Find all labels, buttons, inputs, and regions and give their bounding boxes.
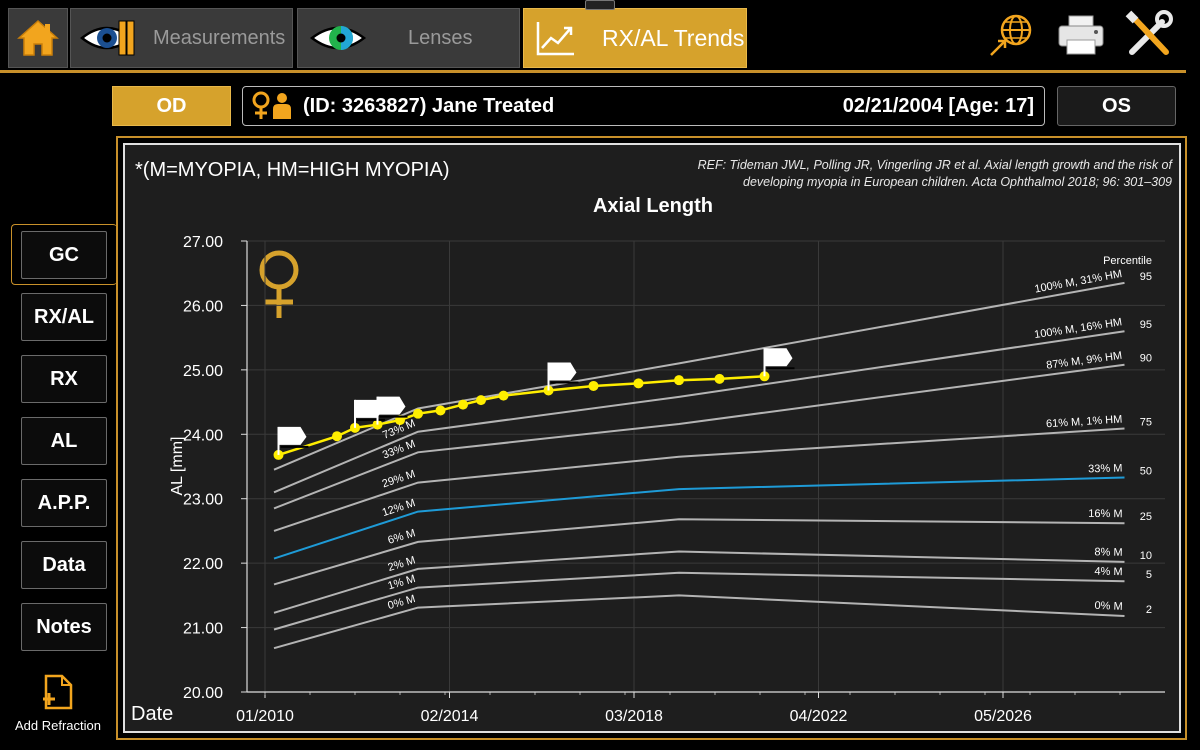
sidebar-item-rx[interactable]: RX <box>21 355 107 403</box>
sidebar-item-app[interactable]: A.P.P. <box>21 479 107 527</box>
tab-rx-al-trends-label: RX/AL Trends <box>602 24 745 51</box>
patient-dob-age: 02/21/2004 [Age: 17] <box>842 94 1034 117</box>
sidebar-item-rx-al[interactable]: RX/AL <box>21 293 107 341</box>
home-icon <box>17 19 59 56</box>
od-button[interactable]: OD <box>112 86 231 126</box>
chart-title: Axial Length <box>592 195 713 217</box>
tab-measurements[interactable]: Measurements <box>70 8 293 68</box>
reference-line-1: REF: Tideman JWL, Polling JR, Vingerling… <box>697 158 1172 172</box>
eye-lens-icon <box>309 26 367 50</box>
reference-citation: REF: Tideman JWL, Polling JR, Vingerling… <box>652 157 1172 191</box>
globe-icon[interactable] <box>986 10 1036 60</box>
window-handle[interactable] <box>585 0 615 10</box>
myopia-legend-note: *(M=MYOPIA, HM=HIGH MYOPIA) <box>135 159 450 181</box>
patient-info-box[interactable]: (ID: 3263827) Jane Treated 02/21/2004 [A… <box>242 86 1045 126</box>
x-axis-date-label: Date <box>131 703 174 725</box>
home-button[interactable] <box>8 8 68 68</box>
settings-tools-icon[interactable] <box>1124 10 1174 60</box>
chart-panel <box>123 143 1181 733</box>
sidebar-item-al[interactable]: AL <box>21 417 107 465</box>
eye-measure-icon <box>79 20 135 56</box>
female-parent-icon <box>252 91 291 119</box>
top-toolbar: Measurements Lenses RX/AL Trends <box>0 0 1200 73</box>
sidebar-item-gc[interactable]: GC <box>21 231 107 279</box>
trend-chart-icon <box>536 22 574 56</box>
toolbar-divider <box>0 70 1186 73</box>
patient-name: (ID: 3263827) Jane Treated <box>303 94 555 117</box>
add-refraction-button[interactable]: Add Refraction <box>8 673 108 733</box>
printer-icon[interactable] <box>1056 10 1106 60</box>
sidebar-item-data[interactable]: Data <box>21 541 107 589</box>
reference-line-2: developing myopia in European children. … <box>743 175 1172 189</box>
sidebar-item-notes[interactable]: Notes <box>21 603 107 651</box>
add-refraction-label: Add Refraction <box>15 718 101 733</box>
tab-measurements-label: Measurements <box>153 26 286 49</box>
sidebar-selection-indicator <box>11 224 117 285</box>
tab-lenses-label: Lenses <box>408 26 473 49</box>
add-document-icon <box>43 674 73 710</box>
os-button[interactable]: OS <box>1057 86 1176 126</box>
tab-lenses[interactable]: Lenses <box>297 8 520 68</box>
chart-frame-outer <box>116 136 1187 740</box>
tab-rx-al-trends[interactable]: RX/AL Trends <box>523 8 747 68</box>
